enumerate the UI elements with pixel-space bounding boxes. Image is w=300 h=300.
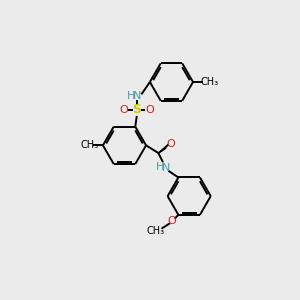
- Text: H: H: [127, 91, 135, 101]
- Text: O: O: [146, 105, 154, 115]
- Text: H: H: [156, 162, 164, 172]
- Text: CH₃: CH₃: [81, 140, 99, 150]
- Text: CH₃: CH₃: [200, 77, 218, 87]
- Text: O: O: [166, 139, 175, 149]
- Text: O: O: [119, 105, 128, 115]
- Text: CH₃: CH₃: [147, 226, 165, 236]
- Text: N: N: [162, 164, 170, 173]
- Text: S: S: [132, 103, 141, 116]
- Text: N: N: [133, 91, 141, 101]
- Text: O: O: [168, 216, 177, 226]
